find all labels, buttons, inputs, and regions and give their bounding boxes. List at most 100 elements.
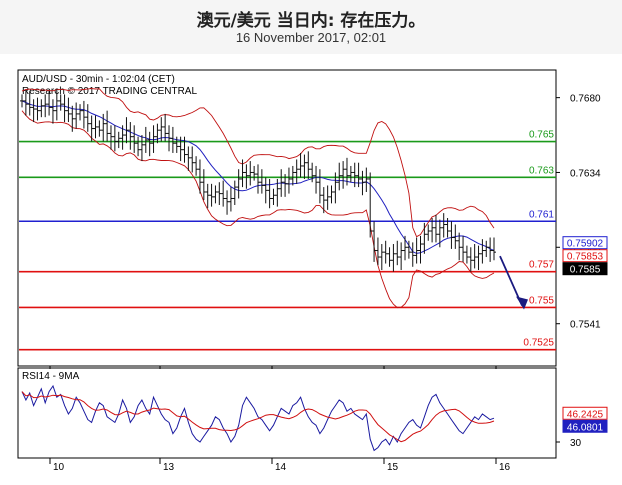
price-tag-black-box	[562, 262, 608, 276]
price-bar	[476, 245, 481, 271]
price-bar	[294, 159, 299, 184]
price-bar	[360, 170, 365, 196]
price-bar	[298, 152, 303, 178]
price-bar	[70, 105, 75, 132]
price-bar	[54, 89, 59, 121]
forecast-arrow-head	[516, 296, 528, 310]
price-bar	[341, 161, 346, 189]
price-bar	[310, 162, 315, 183]
price-bar	[112, 125, 117, 152]
resistance-0-label: 0.765	[529, 130, 554, 141]
price-bar	[372, 221, 377, 262]
price-bar	[225, 190, 230, 215]
price-bar	[58, 94, 63, 111]
price-bar	[232, 180, 237, 205]
rsi-tag-blue-box	[562, 419, 608, 433]
price-bar	[410, 242, 415, 267]
chart-date: 16 November 2017, 02:01	[235, 30, 387, 45]
price-bar	[418, 235, 423, 264]
price-bar	[433, 214, 438, 243]
price-bar	[395, 240, 400, 266]
price-bar	[209, 183, 214, 207]
price-bar	[325, 185, 330, 210]
price-bar	[93, 115, 98, 139]
price-bar	[333, 172, 338, 204]
price-bar	[275, 178, 280, 207]
price-bar	[163, 113, 168, 142]
y-tick-label: 0.7634	[570, 168, 601, 179]
price-bar	[468, 247, 473, 272]
price-bar	[445, 218, 450, 238]
price-bar	[314, 165, 319, 194]
price-bar	[47, 91, 52, 116]
price-bar	[124, 117, 129, 144]
price-bar	[329, 185, 334, 204]
rsi-ma-line	[21, 391, 495, 443]
price-bar	[399, 242, 404, 271]
support-2-label: 0.7525	[523, 338, 554, 349]
price-bar	[464, 245, 469, 264]
price-bar	[441, 213, 446, 238]
price-bar	[391, 244, 396, 272]
price-bar	[66, 97, 71, 123]
price-bar	[81, 100, 86, 129]
price-bar	[186, 146, 191, 171]
price-bar	[406, 240, 411, 259]
upper-band-line	[21, 88, 495, 238]
price-bar	[35, 97, 40, 121]
price-bar	[128, 122, 133, 150]
price-bar	[437, 219, 442, 248]
price-bar	[430, 218, 435, 243]
price-bar	[321, 187, 326, 214]
price-bar	[244, 164, 249, 189]
price-tag-red: 0.75853	[567, 252, 604, 263]
price-bar	[197, 159, 202, 194]
price-bar	[43, 94, 48, 118]
support-0-label: 0.757	[529, 260, 554, 271]
price-bar	[449, 221, 454, 249]
price-bar	[383, 240, 388, 264]
price-bar	[484, 240, 489, 258]
rsi-tag-red-box	[562, 406, 608, 420]
price-bar	[461, 235, 466, 262]
support-1-label: 0.755	[529, 295, 554, 306]
x-tick-label: 13	[163, 462, 175, 473]
price-bar	[356, 162, 361, 188]
price-bar	[317, 169, 322, 204]
price-bar	[74, 102, 79, 129]
price-bar	[256, 164, 260, 194]
price-bar	[221, 180, 226, 207]
info-line-2: Research © 2017 TRADING CENTRAL	[22, 86, 197, 97]
price-bar	[50, 99, 55, 124]
price-bar	[213, 185, 218, 204]
price-tag-blue: 0.75902	[567, 239, 604, 250]
price-bar	[20, 94, 24, 108]
price-bar	[89, 115, 94, 142]
price-bar	[78, 104, 83, 121]
rsi-tag-blue: 46.0801	[567, 422, 604, 433]
lower-band-line	[21, 110, 495, 309]
price-bar	[182, 136, 187, 163]
price-bar	[201, 169, 206, 201]
price-bar	[387, 247, 392, 267]
pivot-label: 0.761	[529, 209, 554, 220]
rsi-y-tick-label: 30	[570, 438, 582, 449]
y-tick-label: 0.7680	[570, 94, 601, 105]
price-bar	[178, 136, 183, 162]
price-bar	[155, 123, 160, 144]
chart-title: 澳元/美元 当日内: 存在压力。	[196, 11, 426, 31]
price-bar	[348, 165, 353, 183]
resistance-1-label: 0.763	[529, 165, 554, 176]
price-bar	[23, 91, 28, 116]
price-bar	[488, 237, 493, 262]
price-bar	[472, 244, 477, 269]
price-bar	[151, 125, 156, 153]
price-bar	[159, 117, 164, 142]
price-bar	[286, 167, 291, 194]
price-bar	[279, 169, 284, 197]
price-bar	[252, 165, 257, 181]
price-bar	[194, 156, 199, 176]
price-bar	[167, 125, 172, 152]
chart-svg: AUD/USD - 30min - 1:02:04 (CET) Research…	[17, 69, 608, 473]
price-bar	[426, 224, 431, 241]
